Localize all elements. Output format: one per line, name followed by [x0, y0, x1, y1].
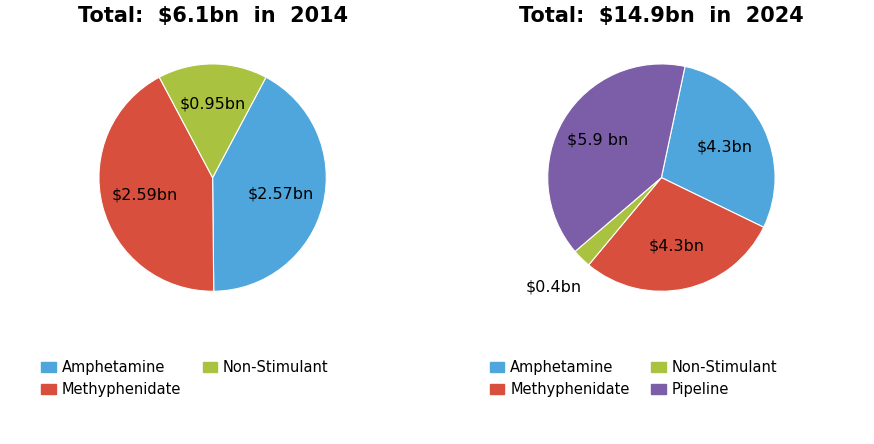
- Wedge shape: [548, 64, 685, 251]
- Title: Total:  $6.1bn  in  2014: Total: $6.1bn in 2014: [78, 6, 348, 26]
- Text: $4.3bn: $4.3bn: [697, 139, 753, 154]
- Text: $5.9 bn: $5.9 bn: [567, 132, 628, 147]
- Wedge shape: [212, 77, 326, 291]
- Text: $2.59bn: $2.59bn: [111, 187, 177, 202]
- Text: $2.57bn: $2.57bn: [248, 187, 314, 202]
- Text: $4.3bn: $4.3bn: [649, 239, 704, 254]
- Text: $0.95bn: $0.95bn: [179, 96, 246, 111]
- Wedge shape: [589, 178, 764, 291]
- Title: Total:  $14.9bn  in  2024: Total: $14.9bn in 2024: [519, 6, 804, 26]
- Wedge shape: [159, 64, 266, 178]
- Legend: Amphetamine, Methyphenidate, Non-Stimulant: Amphetamine, Methyphenidate, Non-Stimula…: [35, 354, 335, 403]
- Wedge shape: [99, 77, 214, 291]
- Text: $0.4bn: $0.4bn: [525, 279, 582, 294]
- Wedge shape: [662, 67, 775, 227]
- Wedge shape: [575, 178, 662, 265]
- Legend: Amphetamine, Methyphenidate, Non-Stimulant, Pipeline: Amphetamine, Methyphenidate, Non-Stimula…: [484, 354, 783, 403]
